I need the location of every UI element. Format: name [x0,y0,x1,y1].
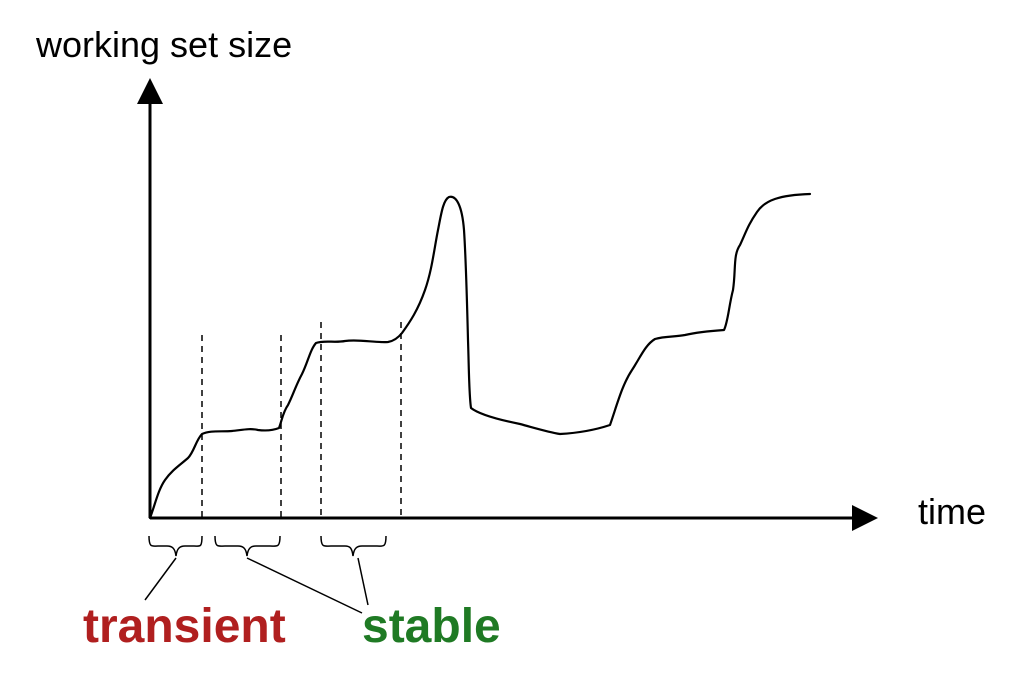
leader-lines [144,557,369,614]
y-axis-label: working set size [35,24,292,65]
x-axis-label: time [918,491,986,532]
y-axis-arrow [137,78,163,104]
phase-boundaries [201,322,402,518]
leader-line-transient [144,557,177,601]
brace-stable-1 [214,535,281,557]
working-set-curve [148,192,812,520]
stable-label: stable [362,600,501,653]
brace-transient [148,535,203,557]
brace-stable-2 [320,535,387,557]
x-axis-arrow [852,505,878,531]
leader-line-stable-1 [246,557,363,614]
leader-line-stable-2 [357,557,369,606]
transient-label: transient [83,600,286,653]
